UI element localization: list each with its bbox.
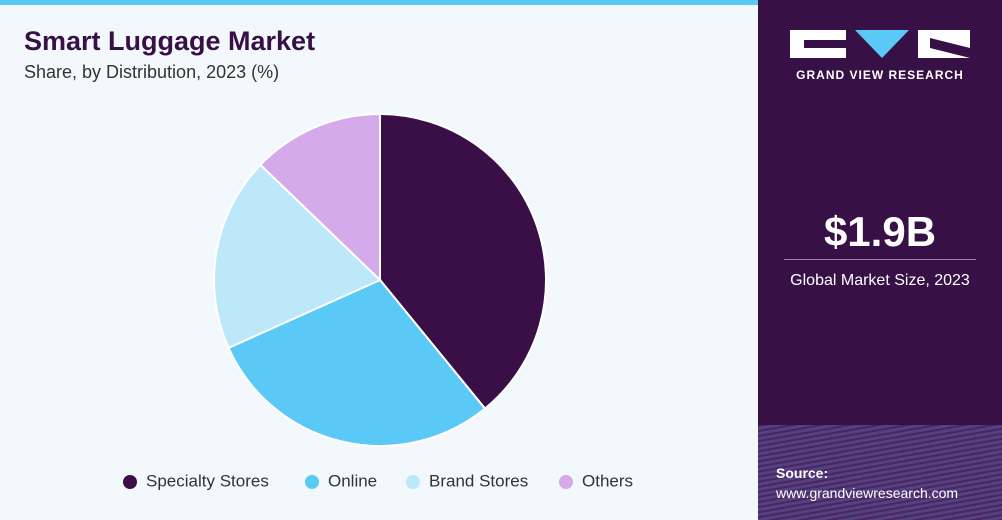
sidebar: GRAND VIEW RESEARCH $1.9B Global Market … <box>758 0 1002 520</box>
market-size: $1.9B <box>823 208 937 255</box>
source-label: Source: <box>776 465 829 481</box>
legend-label: Others <box>582 471 633 490</box>
divider <box>784 259 976 260</box>
pie-slice <box>379 112 547 410</box>
legend-marker <box>559 475 573 489</box>
chart-subtitle: Share, by Distribution, 2023 (%) <box>24 62 280 82</box>
pie-slice <box>259 112 381 283</box>
logo <box>790 30 970 58</box>
chart: Specialty Stores Online Brand Stores Others <box>123 112 633 490</box>
pie-slice <box>213 163 382 350</box>
texture <box>758 425 1002 520</box>
legend-label: Online <box>328 471 377 490</box>
source-url: www.grandviewresearch.com <box>776 485 959 501</box>
pie-slice <box>227 278 487 447</box>
top-bar <box>0 0 758 5</box>
legend-marker <box>305 475 319 489</box>
legend-marker <box>123 475 137 489</box>
market-size-label: Global Market Size, 2023 <box>790 272 970 289</box>
legend-label: Specialty Stores <box>146 471 269 490</box>
legend-label: Brand Stores <box>429 471 528 490</box>
source: Source: www.grandviewresearch.com <box>776 463 958 503</box>
chart-title: Smart Luggage Market <box>24 26 316 56</box>
chart-panel: Smart Luggage Market Share, by Distribut… <box>0 0 758 490</box>
legend-marker <box>406 475 420 489</box>
brand-name: GRAND VIEW RESEARCH <box>796 68 964 82</box>
